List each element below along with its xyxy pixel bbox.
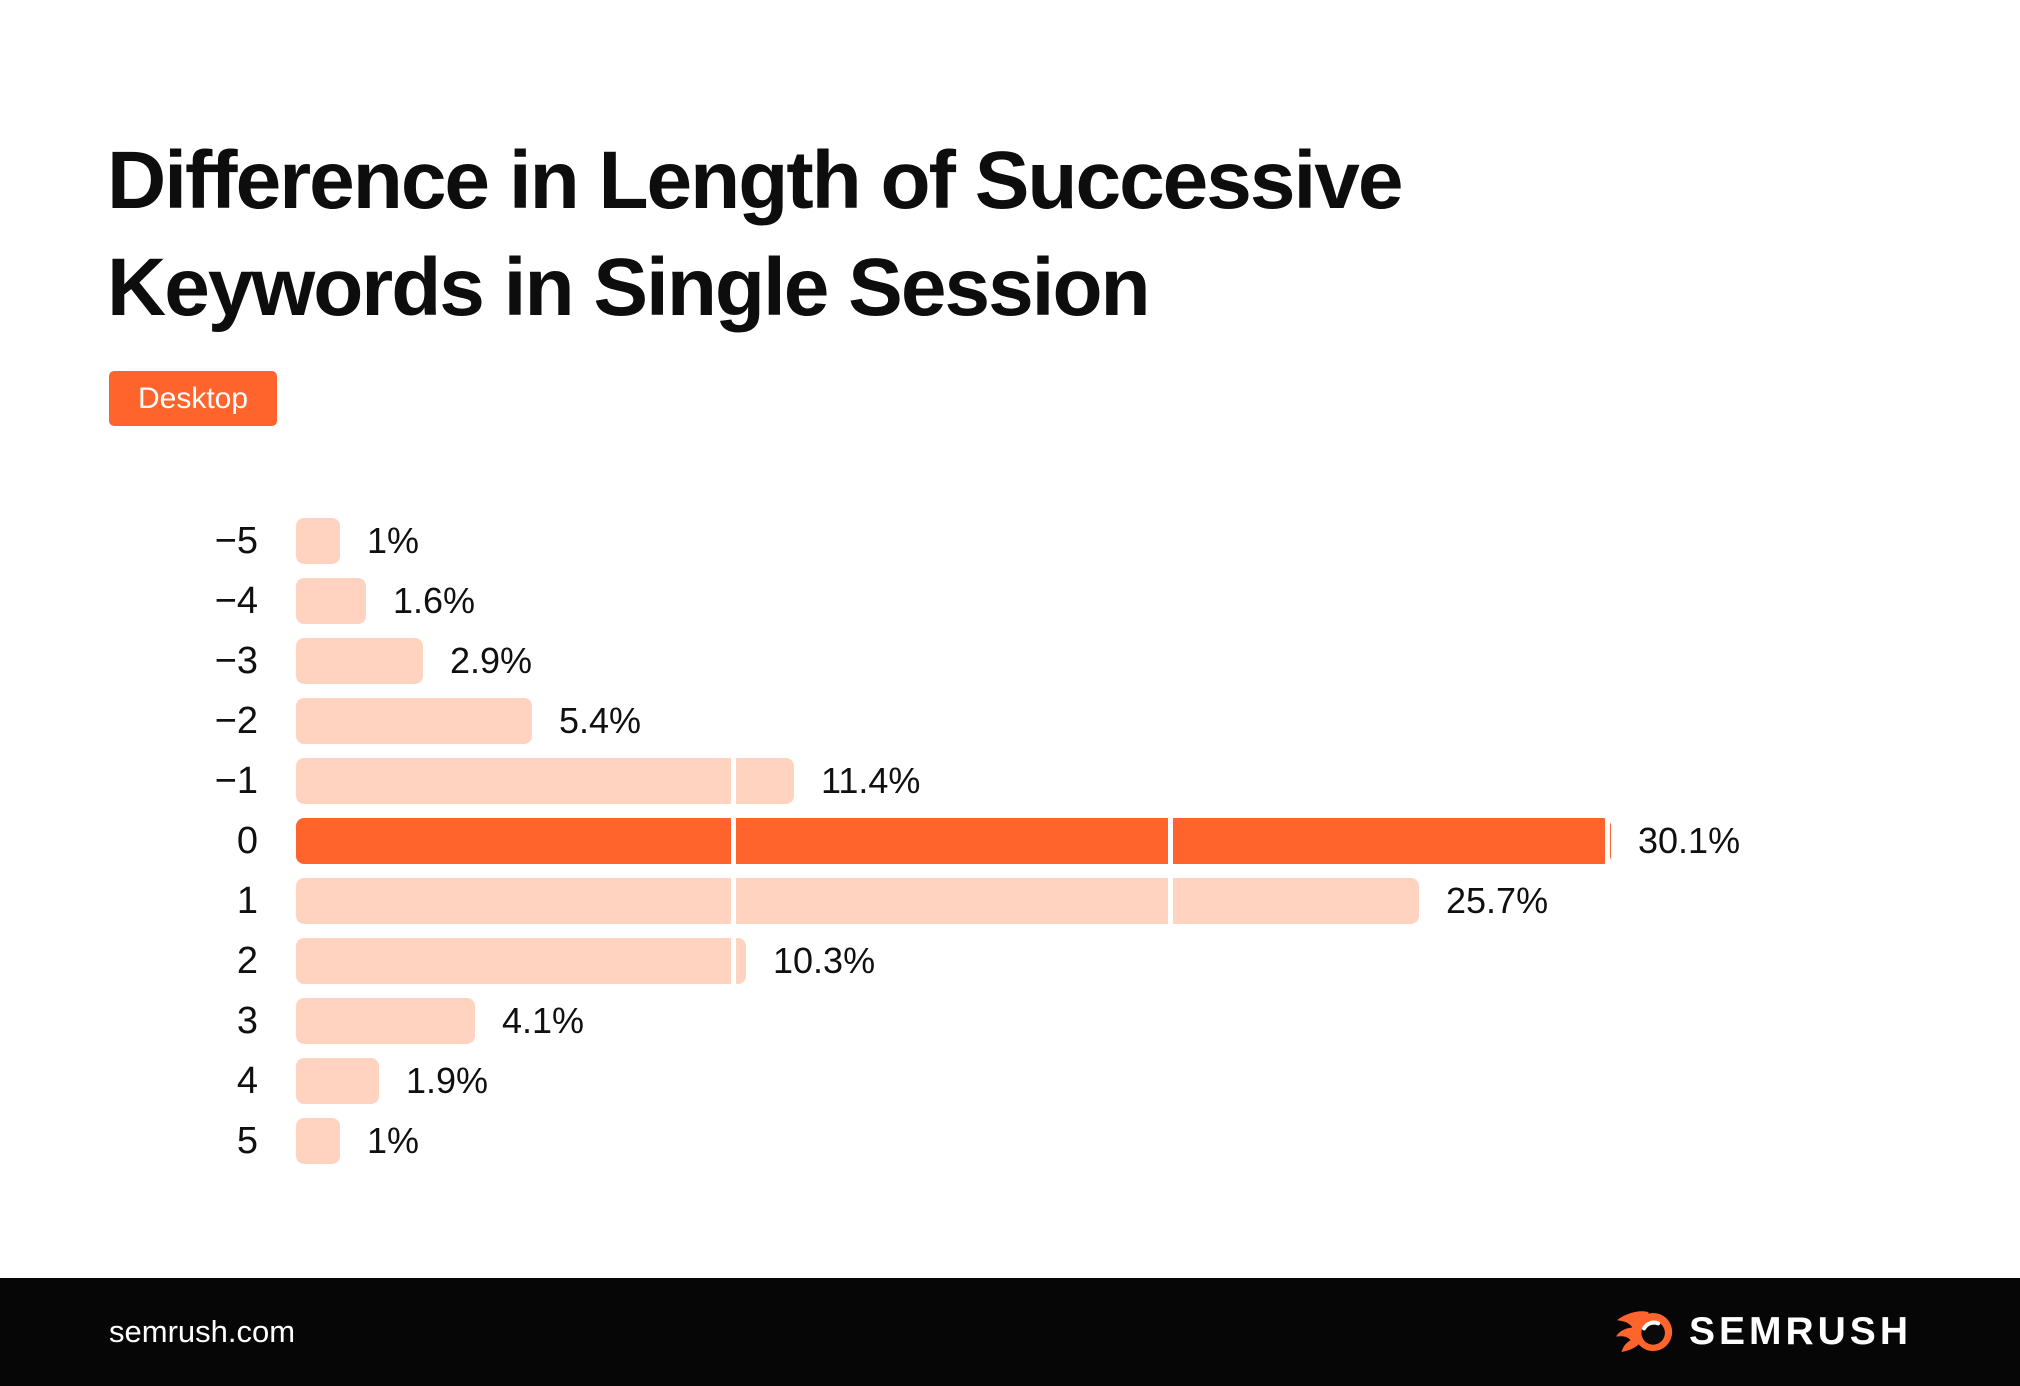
value-label: 1.9% <box>406 1060 489 1101</box>
category-label: 4 <box>236 1059 258 1102</box>
bar <box>296 998 475 1044</box>
category-label: −4 <box>214 579 258 622</box>
bar-row: 3 4.1% <box>96 991 1740 1051</box>
site-url: semrush.com <box>109 1314 296 1349</box>
gridline-20pct <box>1168 518 1173 1164</box>
bar <box>296 638 423 684</box>
bar <box>296 698 532 744</box>
value-label: 1% <box>367 1120 420 1161</box>
value-label: 11.4% <box>821 760 921 801</box>
value-label: 4.1% <box>502 1000 585 1041</box>
bar <box>296 1118 340 1164</box>
bar-chart: −5 1% −4 1.6% −3 2.9% −2 5.4% −1 11.4% 0 30.1% 1 25.7… <box>96 511 1740 1171</box>
bar-highlight <box>296 818 1611 864</box>
category-label: 1 <box>236 879 258 922</box>
category-label: −5 <box>214 519 258 562</box>
chart-title-line1: Difference in Length of Successive <box>107 134 1403 226</box>
category-label: 3 <box>236 999 258 1042</box>
value-label: 2.9% <box>450 640 533 681</box>
bar-row: 4 1.9% <box>96 1051 1740 1111</box>
gridline-30pct <box>1605 518 1610 1164</box>
value-label: 1.6% <box>393 580 476 621</box>
bar <box>296 578 366 624</box>
value-label: 30.1% <box>1638 820 1741 861</box>
bar-row: 5 1% <box>96 1111 1740 1171</box>
category-label: 0 <box>236 819 258 862</box>
semrush-logo-text: SEMRUSH <box>1688 1310 1912 1353</box>
bar-row: −3 2.9% <box>96 631 1740 691</box>
value-label: 5.4% <box>559 700 642 741</box>
bar <box>296 758 794 804</box>
bar-row: −4 1.6% <box>96 571 1740 631</box>
bar <box>296 518 340 564</box>
bar-row: 0 30.1% <box>96 811 1740 871</box>
bar <box>296 878 1419 924</box>
semrush-flame-icon <box>1615 1311 1673 1352</box>
category-label: 5 <box>236 1119 258 1162</box>
bar-row: −1 11.4% <box>96 751 1740 811</box>
semrush-logo: SEMRUSH <box>1615 1308 1912 1356</box>
bar <box>296 1058 379 1104</box>
bar-row: −2 5.4% <box>96 691 1740 751</box>
category-label: −1 <box>214 759 258 802</box>
gridline-10pct <box>731 518 736 1164</box>
chart-title: Difference in Length of Successive Keywor… <box>107 127 1403 341</box>
bar-row: 1 25.7% <box>96 871 1740 931</box>
category-label: −3 <box>214 639 258 682</box>
category-label: 2 <box>236 939 258 982</box>
device-badge[interactable]: Desktop <box>109 371 278 426</box>
footer-bar: semrush.com SEMRUSH <box>0 1278 2020 1386</box>
value-label: 25.7% <box>1446 880 1549 921</box>
chart-title-line2: Keywords in Single Session <box>107 241 1151 333</box>
bar <box>296 938 746 984</box>
value-label: 1% <box>367 520 420 561</box>
value-label: 10.3% <box>773 940 876 981</box>
bar-row: 2 10.3% <box>96 931 1740 991</box>
category-label: −2 <box>214 699 258 742</box>
bar-row: −5 1% <box>96 511 1740 571</box>
